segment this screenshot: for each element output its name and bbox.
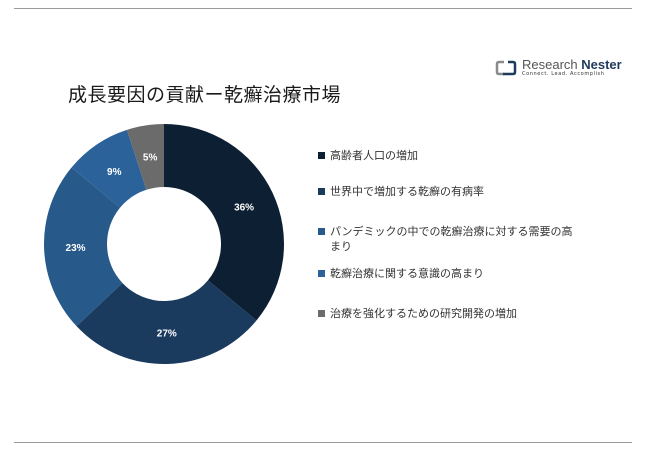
- legend-label: 乾癬治療に関する意識の高まり: [330, 267, 484, 280]
- donut-slice: [44, 167, 123, 327]
- donut-slice: [126, 124, 164, 190]
- legend-label: 世界中で増加する乾癬の有病率: [330, 185, 484, 198]
- donut-slice: [76, 280, 257, 365]
- slice-percent-label: 5%: [143, 153, 158, 164]
- chart-title: 成長要因の貢献ー乾癬治療市場: [68, 84, 342, 106]
- slice-percent-label: 36%: [234, 202, 254, 213]
- legend-item: 世界中で増加する乾癬の有病率: [318, 184, 580, 199]
- logo-icon: [495, 60, 517, 75]
- legend-item: 高齢者人口の増加: [318, 148, 580, 163]
- top-divider: [14, 8, 632, 9]
- bottom-divider: [14, 442, 632, 443]
- legend-label: パンデミックの中での乾癬治療に対する需要の高まり: [330, 225, 573, 253]
- legend-swatch-icon: [318, 310, 325, 317]
- donut-slice: [164, 124, 285, 321]
- legend-swatch-icon: [318, 152, 325, 159]
- logo-tagline: Connect. Lead. Accomplish: [522, 71, 605, 77]
- legend-item: 乾癬治療に関する意識の高まり: [318, 266, 580, 281]
- slice-percent-label: 9%: [107, 167, 122, 178]
- donut-slice: [71, 129, 147, 208]
- legend-label: 高齢者人口の増加: [330, 149, 418, 162]
- legend-swatch-icon: [318, 228, 325, 235]
- legend-item: パンデミックの中での乾癬治療に対する需要の高まり: [318, 224, 580, 254]
- slice-percent-label: 23%: [66, 243, 86, 254]
- slice-percent-label: 27%: [157, 328, 177, 339]
- legend-swatch-icon: [318, 188, 325, 195]
- legend-label: 治療を強化するための研究開発の増加: [330, 307, 517, 320]
- logo-name: Research Nester: [522, 57, 622, 72]
- legend-item: 治療を強化するための研究開発の増加: [318, 306, 580, 321]
- research-nester-logo: Research Nester Connect. Lead. Accomplis…: [495, 58, 622, 77]
- legend-swatch-icon: [318, 270, 325, 277]
